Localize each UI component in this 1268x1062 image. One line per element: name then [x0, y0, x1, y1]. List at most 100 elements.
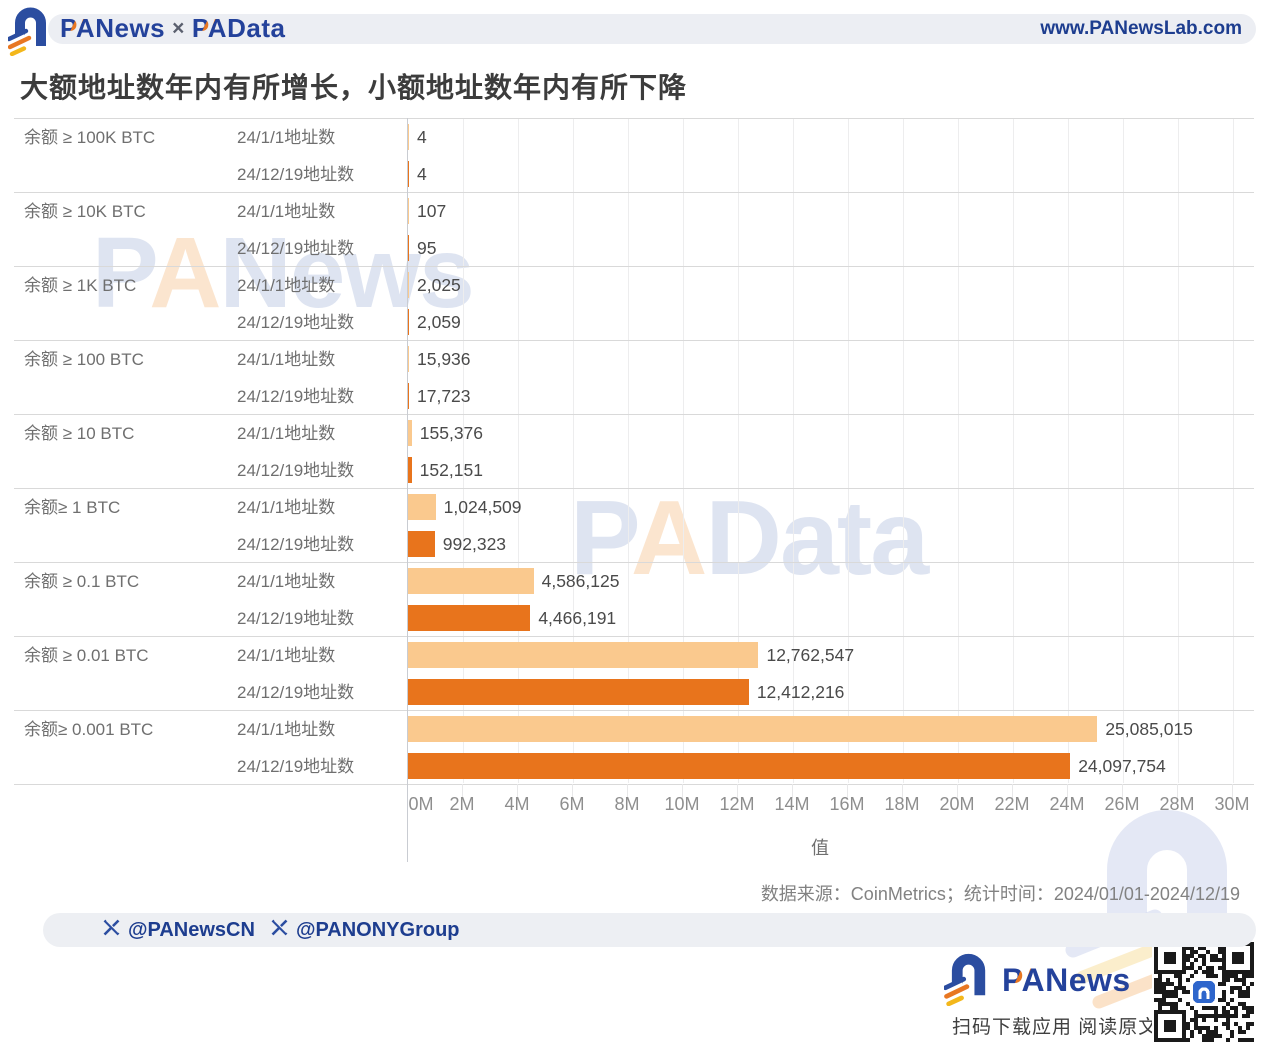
series-label: 24/12/19地址数	[237, 757, 355, 776]
x-tick-label: 20M	[939, 794, 975, 814]
axis-tick	[1012, 784, 1013, 798]
axis-tick	[627, 784, 628, 798]
value-label: 4,466,191	[538, 608, 617, 628]
x-tick-label: 26M	[1104, 794, 1140, 814]
qr-code	[1152, 940, 1256, 1044]
x-tick-label: 28M	[1159, 794, 1195, 814]
gridline	[737, 118, 739, 783]
category-label: 余额≥ 1 BTC	[24, 498, 121, 517]
value-label: 4	[417, 127, 427, 147]
series-label: 24/1/1地址数	[237, 720, 336, 739]
category-label: 余额 ≥ 1K BTC	[24, 276, 137, 295]
header-bar	[48, 14, 1256, 44]
value-label: 24,097,754	[1078, 756, 1166, 776]
bar-row: 24/12/19地址数 4	[14, 156, 1254, 193]
category-block: 余额 ≥ 100K BTC 24/1/1地址数 4 24/12/19地址数 4	[14, 118, 1254, 192]
bar-row: 24/1/1地址数 2,025	[14, 267, 1254, 304]
axis-tick	[682, 784, 683, 798]
header-wordmark: PANews × PAData	[60, 13, 285, 44]
axis-tick	[572, 784, 573, 798]
series-label: 24/1/1地址数	[237, 646, 336, 665]
bar-row: 24/1/1地址数 12,762,547	[14, 637, 1254, 674]
x-tick-label: 24M	[1049, 794, 1085, 814]
value-label: 25,085,015	[1105, 719, 1193, 739]
bar-row: 24/1/1地址数 25,085,015	[14, 711, 1254, 748]
category-label: 余额 ≥ 0.01 BTC	[24, 646, 149, 665]
bar-dec19	[407, 457, 412, 483]
series-label: 24/12/19地址数	[237, 535, 355, 554]
page-title: 大额地址数年内有所增长，小额地址数年内有所下降	[20, 73, 688, 104]
gridline	[1012, 118, 1014, 783]
axis-tick	[1067, 784, 1068, 798]
panews-logo-icon	[0, 2, 52, 70]
footer-tagline: 扫码下载应用 阅读原文	[952, 1017, 1159, 1038]
bar-dec19	[407, 753, 1071, 779]
value-label: 152,151	[419, 460, 483, 480]
bar-jan1	[407, 124, 409, 150]
value-label: 17,723	[417, 386, 471, 406]
bar-row: 24/12/19地址数 152,151	[14, 452, 1254, 489]
category-label: 余额 ≥ 100 BTC	[24, 350, 144, 369]
gridline	[462, 118, 464, 783]
bar-row: 24/1/1地址数 155,376	[14, 415, 1254, 452]
bar-row: 24/1/1地址数 4,586,125	[14, 563, 1254, 600]
bar-row: 24/12/19地址数 17,723	[14, 378, 1254, 415]
series-label: 24/12/19地址数	[237, 683, 355, 702]
series-label: 24/12/19地址数	[237, 387, 355, 406]
category-block: 余额 ≥ 0.1 BTC 24/1/1地址数 4,586,125 24/12/19地址…	[14, 562, 1254, 636]
gridline	[792, 118, 794, 783]
series-label: 24/1/1地址数	[237, 498, 336, 517]
axis-tick	[462, 784, 463, 798]
x-axis-title: 值	[811, 838, 829, 858]
series-label: 24/12/19地址数	[237, 609, 355, 628]
bar-row: 24/1/1地址数 1,024,509	[14, 489, 1254, 526]
social-link-panonygroup[interactable]: @PANONYGroup	[271, 919, 460, 942]
bar-row: 24/12/19地址数 12,412,216	[14, 674, 1254, 711]
series-label: 24/1/1地址数	[237, 350, 336, 369]
value-label: 4	[417, 164, 427, 184]
gridline	[847, 118, 849, 783]
x-tick-label: 4M	[504, 794, 530, 814]
social-handle: @PANewsCN	[128, 918, 255, 941]
social-link-panewscn[interactable]: @PANewsCN	[103, 919, 255, 942]
wordmark-panews: PANews	[60, 13, 166, 43]
footer-panews-logo-icon	[932, 948, 992, 1022]
category-block: 余额≥ 0.001 BTC 24/1/1地址数 25,085,015 24/12/19…	[14, 710, 1254, 784]
gridline	[1177, 118, 1179, 783]
gridline	[572, 118, 574, 783]
gridline	[517, 118, 519, 783]
bar-jan1	[407, 642, 759, 668]
x-twitter-icon	[271, 919, 288, 941]
series-label: 24/1/1地址数	[237, 424, 336, 443]
value-label: 992,323	[442, 534, 507, 554]
value-label: 107	[417, 201, 447, 221]
series-label: 24/12/19地址数	[237, 239, 355, 258]
x-tick-label: 14M	[774, 794, 810, 814]
x-tick-label: 18M	[884, 794, 920, 814]
axis-tick	[517, 784, 518, 798]
axis-tick	[1177, 784, 1178, 798]
gridline	[682, 118, 684, 783]
series-label: 24/1/1地址数	[237, 276, 336, 295]
bar-jan1	[407, 716, 1098, 742]
bar-jan1	[407, 272, 409, 298]
bar-dec19	[407, 235, 409, 261]
value-label: 12,762,547	[766, 645, 855, 665]
category-block: 余额≥ 1 BTC 24/1/1地址数 1,024,509 24/12/19地址数 99…	[14, 488, 1254, 562]
x-tick-label: 30M	[1214, 794, 1250, 814]
bar-dec19	[407, 531, 435, 557]
value-label: 155,376	[419, 423, 484, 443]
bar-jan1	[407, 346, 409, 372]
x-twitter-icon	[103, 919, 120, 941]
bar-row: 24/12/19地址数 2,059	[14, 304, 1254, 341]
bar-dec19	[407, 605, 531, 631]
website-link[interactable]: www.PANewsLab.com	[1040, 18, 1242, 39]
category-label: 余额 ≥ 10K BTC	[24, 202, 146, 221]
bar-row: 24/1/1地址数 4	[14, 119, 1254, 156]
category-block: 余额 ≥ 1K BTC 24/1/1地址数 2,025 24/12/19地址数 2,05…	[14, 266, 1254, 340]
value-label: 2,025	[417, 275, 461, 295]
axis-tick	[902, 784, 903, 798]
bar-row: 24/12/19地址数 24,097,754	[14, 748, 1254, 785]
category-block: 余额 ≥ 10K BTC 24/1/1地址数 107 24/12/19地址数 95	[14, 192, 1254, 266]
